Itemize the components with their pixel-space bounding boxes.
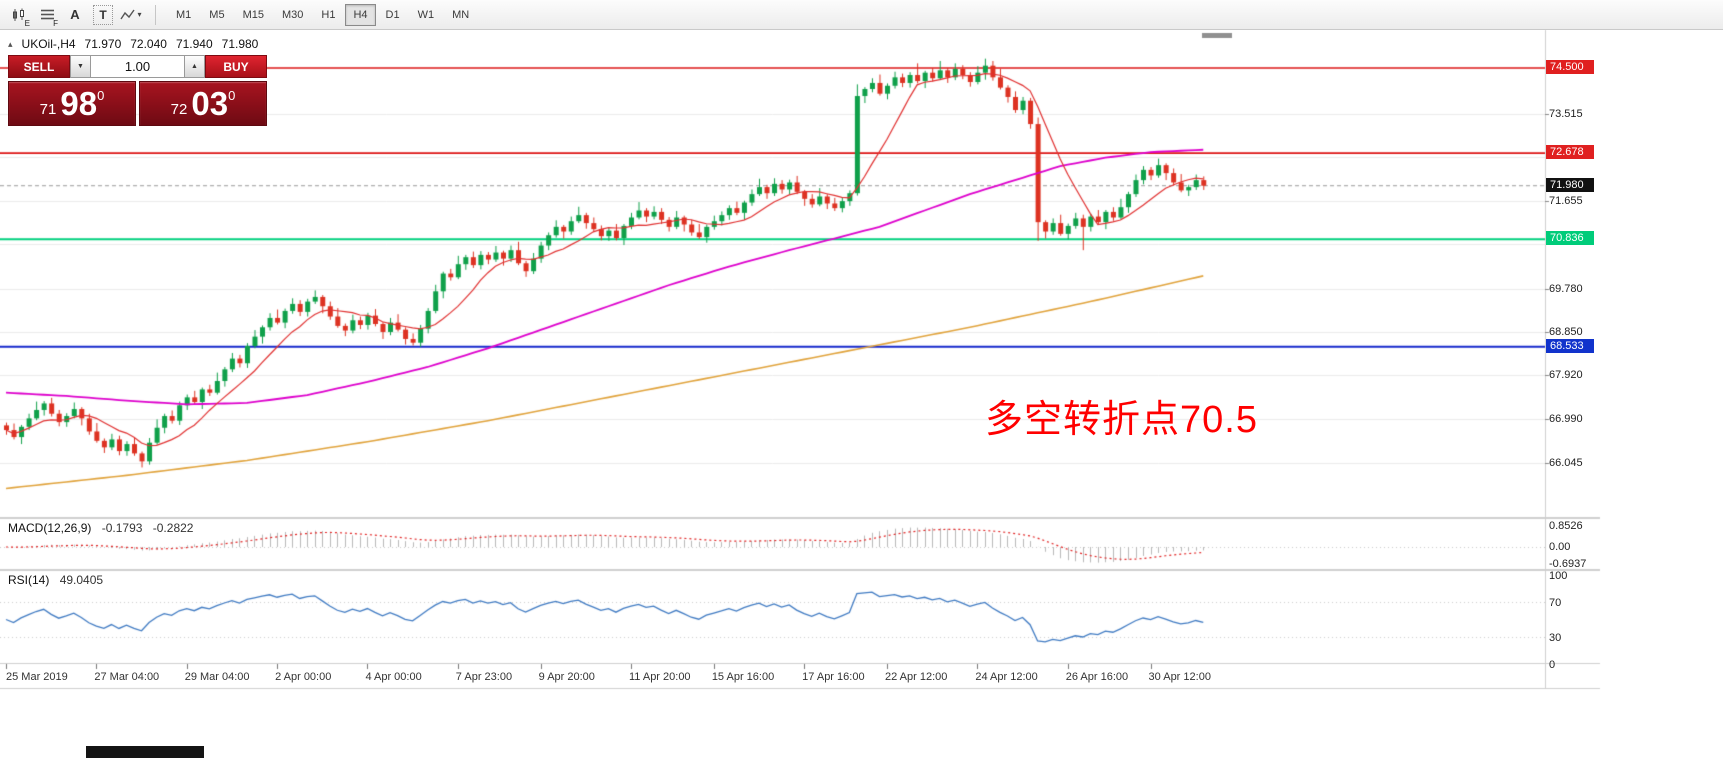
time-axis-label: 4 Apr 00:00 [365,671,422,683]
timeframe-button-m15[interactable]: M15 [235,4,272,26]
timeframe-button-m5[interactable]: M5 [201,4,232,26]
macd-signal-value: -0.2822 [152,521,194,535]
macd-axis-label: 0.00 [1549,541,1571,553]
price-axis-label: 73.515 [1549,108,1583,121]
time-axis-label: 9 Apr 20:00 [538,671,595,683]
ohlc-low: 71.940 [175,37,213,51]
ask-whole: 72 [170,101,188,118]
price-axis-label: 69.780 [1549,282,1583,295]
volume-increase-button[interactable]: ▲ [184,55,205,78]
time-axis-label: 11 Apr 20:00 [628,671,691,683]
price-badge-70.836: 70.836 [1546,231,1594,246]
buy-button[interactable]: BUY [205,55,267,78]
timeframe-button-h1[interactable]: H1 [313,4,343,26]
time-axis-label: 7 Apr 23:00 [455,671,513,683]
ask-point: 0 [228,88,236,103]
tool-subscript: E [24,18,30,28]
rsi-indicator-label: RSI(14) 49.0405 [8,573,103,587]
macd-title: MACD(12,26,9) [8,521,92,535]
one-click-trade-panel: SELL ▼ ▲ BUY 71 98 0 72 03 0 [8,55,267,126]
rsi-axis-label: 70 [1549,596,1562,609]
candlestick-tool-button[interactable]: E [6,3,32,28]
draw-tools-dropdown-button[interactable]: ▾ [118,3,144,27]
ohlc-close: 71.980 [221,37,259,51]
timeframe-button-m1[interactable]: M1 [168,4,199,26]
ohlc-open: 71.970 [84,37,122,51]
timeframe-button-group: M1 M5 M15 M30 H1 H4 D1 W1 MN [167,3,478,26]
time-axis-label: 2 Apr 00:00 [275,671,332,683]
price-axis-label: 68.850 [1549,325,1583,338]
trendline-icon [120,9,136,19]
sell-button[interactable]: SELL [8,55,70,78]
price-axis-label: 71.655 [1549,194,1583,207]
timeframe-button-m30[interactable]: M30 [274,4,311,26]
rsi-title: RSI(14) [8,573,50,587]
tool-subscript: F [53,18,58,28]
time-axis-label: 22 Apr 12:00 [885,671,948,683]
time-axis-label: 30 Apr 12:00 [1148,671,1211,683]
volume-input[interactable] [91,55,184,78]
price-badge-74.500: 74.500 [1546,60,1594,74]
timeframe-button-w1[interactable]: W1 [410,4,443,26]
text-tool-button[interactable]: T [93,4,113,25]
toolbar-separator [155,4,156,25]
candlestick-icon [13,8,24,21]
time-axis-label: 17 Apr 16:00 [802,671,865,683]
timeframe-button-d1[interactable]: D1 [378,4,408,26]
trade-panel-prices: 71 98 0 72 03 0 [8,81,267,126]
bid-whole: 71 [39,101,57,118]
ohlc-high: 72.040 [130,37,167,51]
main-toolbar: E F A T ▾ M1 M5 M15 M30 H1 H4 D1 W1 MN [0,0,1723,30]
horizontal-lines-icon [40,9,54,20]
rsi-value: 49.0405 [59,573,104,587]
macd-indicator-label: MACD(12,26,9) -0.1793 -0.2822 [8,521,193,535]
chart-annotation-text: 多空转折点70.5 [985,399,1258,441]
bid-point: 0 [97,88,105,103]
time-axis-label: 25 Mar 2019 [6,671,68,683]
symbol-name: UKOil-,H4 [21,37,76,51]
volume-dropdown-button[interactable]: ▼ [70,55,91,78]
time-axis-label: 24 Apr 12:00 [975,671,1038,683]
ask-pips: 03 [191,85,229,122]
price-axis-label: 66.990 [1549,412,1583,425]
timeframe-button-h4[interactable]: H4 [345,3,376,26]
taskbar-fragment [86,746,204,758]
collapse-panel-triangle-icon[interactable]: ▴ [8,38,13,49]
price-axis-label: 66.045 [1549,457,1583,469]
chevron-down-icon: ▾ [137,10,142,19]
ask-price-display: 72 03 0 [139,81,267,126]
arrow-tool-button[interactable]: A [62,3,88,27]
rsi-axis-label: 0 [1549,659,1556,671]
price-badge-72.678: 72.678 [1546,145,1594,160]
bid-pips: 98 [60,85,98,122]
macd-main-value: -0.1793 [101,521,143,535]
rsi-axis-label: 100 [1549,570,1568,582]
rsi-axis-label: 30 [1549,632,1562,645]
price-badge-68.533: 68.533 [1546,338,1594,353]
price-badge-71.980: 71.980 [1546,177,1594,192]
macd-axis-label: 0.8526 [1549,520,1583,533]
timeframe-button-mn[interactable]: MN [444,4,477,26]
time-axis-label: 15 Apr 16:00 [711,671,775,683]
macd-axis-label: -0.6937 [1549,558,1587,571]
time-axis-label: 27 Mar 04:00 [94,671,160,683]
bid-price-display: 71 98 0 [8,81,136,126]
time-axis-label: 29 Mar 04:00 [184,671,250,683]
time-axis-label: 26 Apr 16:00 [1065,671,1129,683]
trade-panel-controls: SELL ▼ ▲ BUY [8,55,267,78]
levels-tool-button[interactable]: F [34,3,60,28]
symbol-ohlc-line: ▴ UKOil-,H4 71.970 72.040 71.940 71.980 [8,37,258,51]
price-axis-label: 67.920 [1549,369,1583,382]
